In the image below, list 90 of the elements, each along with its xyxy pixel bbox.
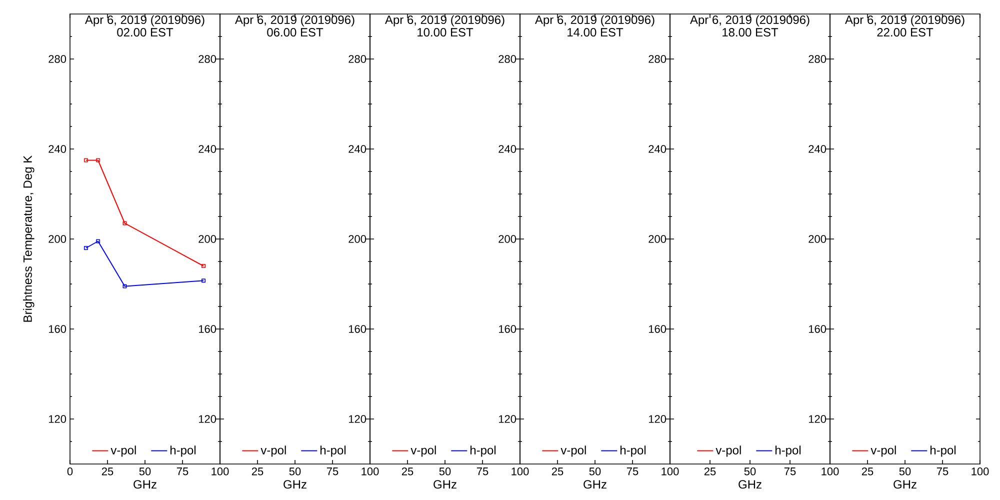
point	[96, 239, 100, 244]
y-tick-label: 200	[648, 235, 666, 243]
x-tick-label: 100	[212, 468, 229, 476]
x-tick-label: 100	[662, 468, 679, 476]
chart-title: Apr 6, 2019 (2019096)	[690, 15, 810, 26]
y-tick-label: 280	[648, 55, 666, 63]
legend-label: v-pol	[410, 446, 436, 457]
y-tick-label: 280	[498, 55, 516, 63]
x-tick-label: 25	[252, 468, 264, 476]
legend-label: h-pol	[170, 446, 196, 457]
x-tick-label: 75	[936, 468, 948, 476]
y-tick-label: 240	[648, 145, 666, 153]
x-tick-label: 75	[176, 468, 188, 476]
legend-label: h-pol	[470, 446, 496, 457]
x-tick-label: 0	[67, 468, 73, 476]
y-tick-label: 160	[198, 325, 216, 333]
x-tick-label: 100	[362, 468, 379, 476]
text: 22.00 EST	[877, 28, 934, 37]
x-tick-label: 75	[784, 468, 796, 476]
chart-title: Apr 6, 2019 (2019096)	[84, 15, 204, 26]
text: 02.00 EST	[117, 28, 174, 37]
x-tick-label: 50	[289, 468, 301, 476]
text: 14.00 EST	[568, 28, 624, 37]
x-tick-label: 50	[139, 468, 151, 476]
x-axis-title: GHz	[284, 480, 306, 489]
chart-title: Apr 6, 2019 (2019096)	[234, 15, 354, 26]
chart-title: Apr 6, 2019 (2019096)	[534, 15, 654, 26]
legend-label: h-pol	[775, 446, 801, 457]
y-tick-label: 160	[498, 325, 516, 333]
y-tick-label: 120	[198, 415, 216, 423]
y-tick-label: 160	[348, 325, 366, 333]
text: 06.00 EST	[267, 28, 324, 37]
y-tick-label: 160	[48, 325, 66, 333]
y-tick-label: 280	[348, 55, 366, 63]
point	[122, 221, 127, 226]
y-tick-label: 200	[498, 235, 516, 243]
x-tick-label: 50	[744, 468, 756, 476]
legend-label: h-pol	[620, 446, 646, 457]
x-tick-label: 75	[626, 468, 638, 476]
y-tick-label: 120	[48, 415, 66, 423]
legend-label: h-pol	[320, 446, 346, 457]
x-tick-label: 100	[822, 468, 839, 476]
y-tick-label: 240	[808, 145, 826, 153]
x-tick-label: 75	[476, 468, 488, 476]
y-axis-title: Brightness Temperature, Deg K	[23, 155, 34, 322]
x-tick-label: 100	[512, 468, 529, 476]
y-tick-label: 120	[348, 415, 366, 423]
legend-label: v-pol	[110, 446, 136, 457]
legend-label: v-pol	[260, 446, 286, 457]
x-tick-label: 100	[972, 468, 989, 476]
legend-label: h-pol	[930, 446, 956, 457]
x-tick-label: 75	[326, 468, 338, 476]
legend-label: v-pol	[560, 446, 586, 457]
x-axis-title: GHz	[434, 480, 456, 489]
y-tick-label: 280	[198, 55, 216, 63]
y-tick-label: 160	[808, 325, 826, 333]
chart-title: Apr 6, 2019 (2019096)	[844, 15, 964, 26]
y-tick-label: 200	[348, 235, 366, 243]
text: 18.00 EST	[722, 28, 778, 37]
y-tick-label: 160	[648, 325, 666, 333]
x-axis-title: GHz	[134, 480, 156, 489]
x-tick-label: 50	[899, 468, 911, 476]
x-tick-label: 50	[589, 468, 601, 476]
y-tick-label: 120	[648, 415, 666, 423]
y-tick-label: 280	[808, 55, 826, 63]
x-axis-title: GHz	[584, 480, 606, 489]
x-axis-title: GHz	[894, 480, 916, 489]
x-tick-label: 50	[439, 468, 451, 476]
y-tick-label: 280	[48, 55, 66, 63]
legend-label: v-pol	[870, 446, 896, 457]
y-tick-label: 200	[48, 235, 66, 243]
x-tick-label: 25	[704, 468, 716, 476]
y-tick-label: 240	[498, 145, 516, 153]
x-tick-label: 25	[402, 468, 414, 476]
y-tick-label: 120	[808, 415, 826, 423]
y-tick-label: 200	[198, 235, 216, 243]
x-tick-label: 25	[862, 468, 874, 476]
x-tick-label: 25	[552, 468, 564, 476]
text: 10.00 EST	[418, 28, 474, 37]
chart-title: Apr 6, 2019 (2019096)	[384, 15, 504, 26]
y-tick-label: 120	[498, 415, 516, 423]
y-tick-label: 240	[48, 145, 66, 153]
y-tick-label: 240	[198, 145, 216, 153]
x-tick-label: 25	[102, 468, 114, 476]
x-axis-title: GHz	[738, 480, 762, 489]
point	[122, 284, 127, 288]
y-tick-label: 200	[808, 235, 826, 243]
point	[96, 158, 100, 162]
y-tick-label: 240	[348, 145, 366, 153]
legend-label: v-pol	[716, 446, 741, 457]
